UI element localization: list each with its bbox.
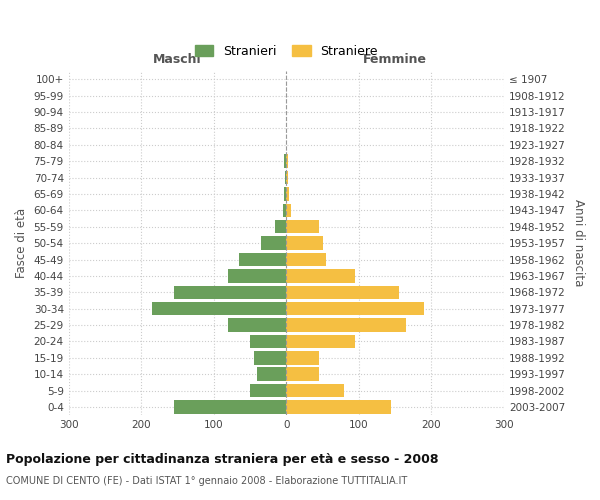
Bar <box>250 384 286 398</box>
Bar <box>286 253 326 266</box>
Bar <box>284 188 286 200</box>
Bar <box>174 400 286 413</box>
Bar <box>284 154 286 168</box>
Bar <box>152 302 286 316</box>
Bar <box>261 236 286 250</box>
Bar <box>286 286 399 299</box>
Bar <box>286 334 355 348</box>
Bar <box>257 368 286 381</box>
Bar <box>286 154 288 168</box>
Bar <box>250 334 286 348</box>
Bar <box>254 351 286 364</box>
Y-axis label: Fasce di età: Fasce di età <box>15 208 28 278</box>
Bar <box>228 269 286 282</box>
Text: Maschi: Maschi <box>153 53 202 66</box>
Bar <box>286 351 319 364</box>
Bar <box>283 204 286 217</box>
Bar <box>174 286 286 299</box>
Text: Popolazione per cittadinanza straniera per età e sesso - 2008: Popolazione per cittadinanza straniera p… <box>6 452 439 466</box>
Bar <box>285 171 286 184</box>
Bar <box>286 368 319 381</box>
Bar <box>286 400 391 413</box>
Text: COMUNE DI CENTO (FE) - Dati ISTAT 1° gennaio 2008 - Elaborazione TUTTITALIA.IT: COMUNE DI CENTO (FE) - Dati ISTAT 1° gen… <box>6 476 407 486</box>
Y-axis label: Anni di nascita: Anni di nascita <box>572 200 585 287</box>
Legend: Stranieri, Straniere: Stranieri, Straniere <box>190 40 383 62</box>
Bar <box>286 204 292 217</box>
Bar <box>228 318 286 332</box>
Bar <box>286 220 319 234</box>
Text: Femmine: Femmine <box>363 53 427 66</box>
Bar <box>286 269 355 282</box>
Bar <box>286 384 344 398</box>
Bar <box>286 302 424 316</box>
Bar <box>239 253 286 266</box>
Bar <box>286 236 323 250</box>
Bar <box>286 318 406 332</box>
Bar <box>286 171 289 184</box>
Bar <box>286 188 289 200</box>
Bar <box>275 220 286 234</box>
